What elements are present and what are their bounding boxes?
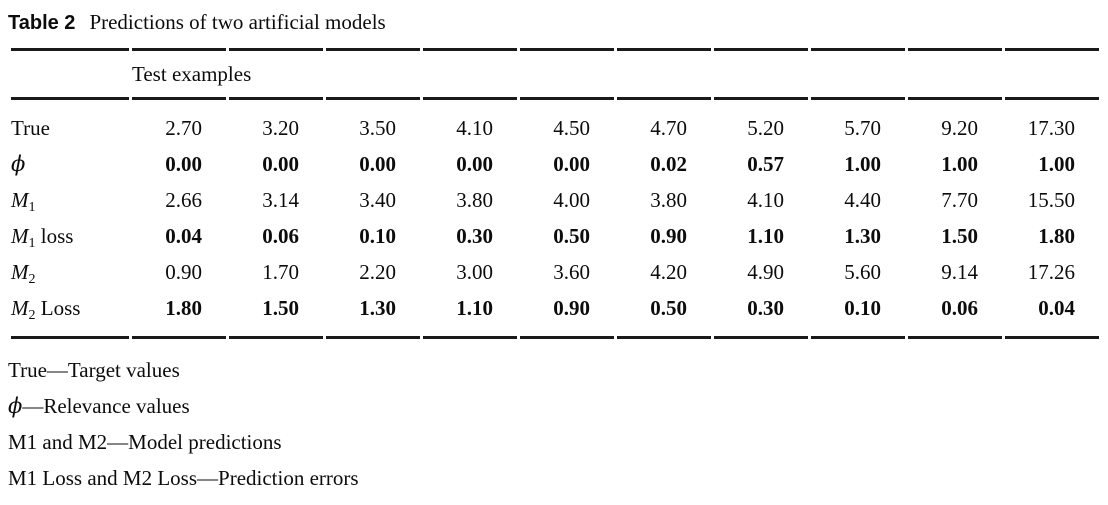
table-title: Predictions of two artificial models bbox=[89, 10, 386, 34]
value-cell: 0.00 bbox=[359, 151, 396, 176]
value-cell: 4.10 bbox=[456, 115, 493, 140]
value-cell: 1.50 bbox=[262, 295, 299, 320]
value-cell: 3.20 bbox=[262, 115, 299, 140]
row-label-phi: ϕ bbox=[11, 151, 26, 176]
value-cell: 3.14 bbox=[262, 187, 299, 212]
value-cell: 0.90 bbox=[650, 223, 687, 248]
value-cell: 5.60 bbox=[844, 259, 881, 284]
value-cell: 0.06 bbox=[941, 295, 978, 320]
header-spacer-cell bbox=[11, 51, 129, 97]
value-cell: 0.57 bbox=[747, 151, 784, 176]
value-cell: 1.00 bbox=[1038, 151, 1075, 176]
table-rule-mid bbox=[11, 97, 1099, 100]
value-cell: 1.50 bbox=[941, 223, 978, 248]
value-cell: 1.80 bbox=[165, 295, 202, 320]
table-caption: Table 2 Predictions of two artificial mod… bbox=[8, 10, 1102, 35]
value-cell: 0.02 bbox=[650, 151, 687, 176]
column-group-header: Test examples bbox=[132, 61, 252, 86]
value-cell: 9.14 bbox=[941, 259, 978, 284]
value-cell: 3.40 bbox=[359, 187, 396, 212]
value-cell: 1.30 bbox=[359, 295, 396, 320]
value-cell: 2.66 bbox=[165, 187, 202, 212]
value-cell: 3.80 bbox=[456, 187, 493, 212]
value-cell: 0.90 bbox=[553, 295, 590, 320]
table-row-m1: M1 2.66 3.14 3.40 3.80 4.00 3.80 4.10 4.… bbox=[11, 182, 1099, 218]
table-number: Table 2 bbox=[8, 12, 76, 34]
value-cell: 0.00 bbox=[165, 151, 202, 176]
table-rule-top bbox=[11, 48, 1099, 51]
row-label-true: True bbox=[11, 115, 50, 140]
value-cell: 15.50 bbox=[1027, 187, 1075, 212]
value-cell: 0.50 bbox=[553, 223, 590, 248]
value-cell: 5.20 bbox=[747, 115, 784, 140]
value-cell: 17.30 bbox=[1027, 115, 1075, 140]
value-cell: 1.10 bbox=[456, 295, 493, 320]
value-cell: 3.60 bbox=[553, 259, 590, 284]
footnote-true: True—Target values bbox=[8, 358, 180, 382]
value-cell: 5.70 bbox=[844, 115, 881, 140]
value-cell: 4.90 bbox=[747, 259, 784, 284]
table-footnotes: True—Target values ϕ—Relevance values M1… bbox=[8, 353, 1102, 497]
value-cell: 0.30 bbox=[747, 295, 784, 320]
value-cell: 1.80 bbox=[1038, 223, 1075, 248]
value-cell: 4.50 bbox=[553, 115, 590, 140]
data-table: Test examples True 2.70 3.20 3.50 4.10 4… bbox=[8, 48, 1102, 339]
table-row-phi: ϕ 0.00 0.00 0.00 0.00 0.00 0.02 0.57 1.0… bbox=[11, 146, 1099, 182]
value-cell: 1.00 bbox=[844, 151, 881, 176]
value-cell: 7.70 bbox=[941, 187, 978, 212]
value-cell: 0.00 bbox=[262, 151, 299, 176]
row-label-m2: M2 bbox=[11, 259, 36, 287]
value-cell: 4.70 bbox=[650, 115, 687, 140]
value-cell: 9.20 bbox=[941, 115, 978, 140]
value-cell: 3.50 bbox=[359, 115, 396, 140]
value-cell: 0.50 bbox=[650, 295, 687, 320]
value-cell: 4.40 bbox=[844, 187, 881, 212]
footnote-loss: M1 Loss and M2 Loss—Prediction errors bbox=[8, 466, 359, 490]
table-header-row: Test examples bbox=[11, 51, 1099, 97]
value-cell: 4.20 bbox=[650, 259, 687, 284]
footnote-phi: ϕ—Relevance values bbox=[8, 394, 190, 418]
value-cell: 0.30 bbox=[456, 223, 493, 248]
value-cell: 2.70 bbox=[165, 115, 202, 140]
table-row-m1-loss: M1 loss 0.04 0.06 0.10 0.30 0.50 0.90 1.… bbox=[11, 218, 1099, 254]
table-row-m2-loss: M2 Loss 1.80 1.50 1.30 1.10 0.90 0.50 0.… bbox=[11, 290, 1099, 336]
table-rule-bottom bbox=[11, 336, 1099, 339]
value-cell: 2.20 bbox=[359, 259, 396, 284]
value-cell: 4.10 bbox=[747, 187, 784, 212]
value-cell: 0.10 bbox=[359, 223, 396, 248]
value-cell: 1.30 bbox=[844, 223, 881, 248]
row-label-m1: M1 bbox=[11, 187, 36, 215]
value-cell: 0.04 bbox=[1038, 295, 1075, 320]
value-cell: 1.10 bbox=[747, 223, 784, 248]
value-cell: 0.00 bbox=[553, 151, 590, 176]
value-cell: 0.04 bbox=[165, 223, 202, 248]
value-cell: 0.10 bbox=[844, 295, 881, 320]
value-cell: 3.00 bbox=[456, 259, 493, 284]
value-cell: 1.70 bbox=[262, 259, 299, 284]
row-label-m1-loss: M1 loss bbox=[11, 223, 74, 251]
value-cell: 0.06 bbox=[262, 223, 299, 248]
table-row-true: True 2.70 3.20 3.50 4.10 4.50 4.70 5.20 … bbox=[11, 100, 1099, 146]
value-cell: 1.00 bbox=[941, 151, 978, 176]
table-row-m2: M2 0.90 1.70 2.20 3.00 3.60 4.20 4.90 5.… bbox=[11, 254, 1099, 290]
value-cell: 0.00 bbox=[456, 151, 493, 176]
value-cell: 3.80 bbox=[650, 187, 687, 212]
value-cell: 0.90 bbox=[165, 259, 202, 284]
value-cell: 4.00 bbox=[553, 187, 590, 212]
footnote-m1-m2: M1 and M2—Model predictions bbox=[8, 430, 282, 454]
row-label-m2-loss: M2 Loss bbox=[11, 295, 81, 323]
value-cell: 17.26 bbox=[1027, 259, 1075, 284]
